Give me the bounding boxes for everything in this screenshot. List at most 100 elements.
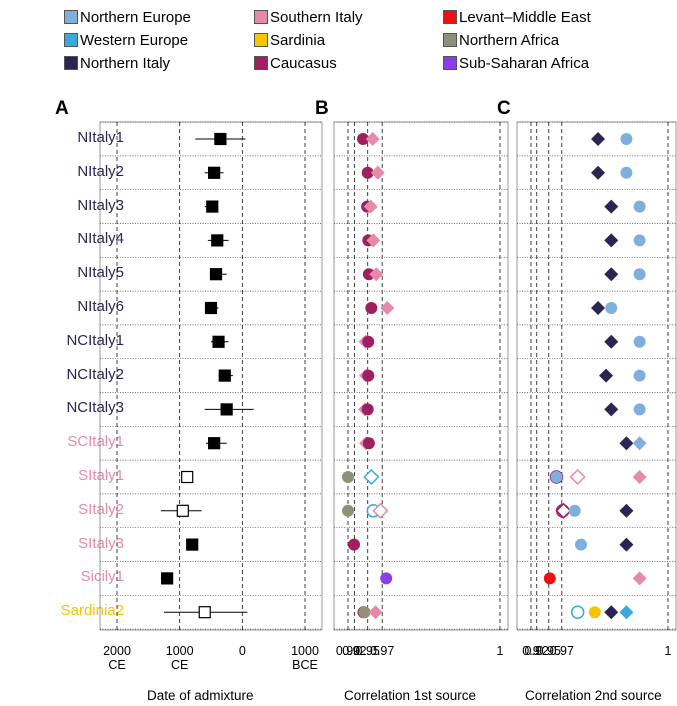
row-label: Sardinia2 xyxy=(60,602,124,620)
legend-swatch xyxy=(254,33,268,47)
correlation-point xyxy=(633,200,646,213)
correlation-point xyxy=(619,537,634,552)
x-tick-label: CE xyxy=(108,658,125,672)
correlation-point xyxy=(620,133,633,145)
x-tick-label: CE xyxy=(171,658,188,672)
correlation-point xyxy=(380,572,393,585)
row-label: NItaly3 xyxy=(77,196,124,214)
x-tick-label: 0.95 xyxy=(537,644,561,658)
correlation-point xyxy=(570,605,585,619)
correlation-point xyxy=(569,468,586,486)
correlation-point xyxy=(357,133,370,145)
x-tick-label: 1000 xyxy=(291,644,319,658)
legend-label: Northern Europe xyxy=(80,8,191,26)
correlation-point xyxy=(348,538,361,551)
row-label: NItaly5 xyxy=(77,264,124,282)
correlation-point xyxy=(380,301,395,315)
panel-frame xyxy=(516,121,677,631)
admixture-date-marker xyxy=(161,572,174,585)
correlation-point xyxy=(604,199,619,214)
panel-a-xlabel: Date of admixture xyxy=(147,688,254,703)
correlation-point xyxy=(633,369,646,382)
row-label: Sicily1 xyxy=(80,568,124,586)
legend-item: Western Europe xyxy=(64,29,188,51)
legend-label: Northern Africa xyxy=(459,31,560,49)
legend-label: Western Europe xyxy=(80,31,189,49)
correlation-point xyxy=(550,471,563,483)
admixture-date-marker xyxy=(181,470,194,484)
correlation-point xyxy=(604,402,619,417)
correlation-point xyxy=(591,301,606,315)
row-label: SItaly2 xyxy=(78,500,124,518)
row-label: SItaly3 xyxy=(78,534,124,552)
row-label: NItaly1 xyxy=(77,129,124,146)
correlation-point xyxy=(362,335,375,348)
x-tick-label: BCE xyxy=(292,658,318,672)
legend-swatch xyxy=(443,56,457,70)
correlation-point xyxy=(604,267,619,282)
x-tick-label: 0.9 xyxy=(522,644,539,658)
panel-frame xyxy=(333,121,509,631)
correlation-point xyxy=(633,335,646,348)
correlation-point xyxy=(591,165,606,180)
correlation-point xyxy=(632,436,647,451)
x-tick-label: 0.90 xyxy=(336,644,360,658)
x-tick-label: 2000 xyxy=(103,644,131,658)
legend-label: Sub-Saharan Africa xyxy=(459,54,590,72)
correlation-point xyxy=(555,502,572,519)
legend-label: Levant–Middle East xyxy=(459,8,591,26)
legend-swatch xyxy=(64,10,78,24)
row-label: NItaly2 xyxy=(77,162,124,180)
correlation-point xyxy=(632,571,647,586)
admixture-date-marker xyxy=(186,538,199,551)
legend-swatch xyxy=(64,33,78,47)
legend-swatch xyxy=(254,56,268,70)
correlation-point xyxy=(604,233,619,248)
correlation-point xyxy=(365,132,380,146)
correlation-point xyxy=(568,504,581,517)
legend-item: Southern Italy xyxy=(254,6,363,28)
correlation-point xyxy=(362,268,375,281)
legend-item: Northern Africa xyxy=(443,29,559,51)
correlation-point xyxy=(361,166,374,179)
panel-b-xlabel: Correlation 1st source xyxy=(344,688,477,703)
legend-item: Northern Italy xyxy=(64,52,170,74)
row-label: SItaly1 xyxy=(78,467,124,484)
correlation-point xyxy=(633,234,646,247)
correlation-point xyxy=(342,471,354,483)
x-tick-label: 0.97 xyxy=(370,644,394,658)
row-label: NItaly4 xyxy=(77,230,124,248)
x-tick-label: 0.92 xyxy=(342,644,366,658)
legend-swatch xyxy=(443,33,457,47)
legend-label: Southern Italy xyxy=(270,8,363,26)
correlation-point xyxy=(591,132,606,146)
row-label: SCItaly1 xyxy=(67,433,124,451)
x-tick-label: 1 xyxy=(665,644,672,658)
row-label: NItaly6 xyxy=(77,298,124,315)
legend: Northern Europe Western Europe Northern It… xyxy=(0,0,677,90)
correlation-point xyxy=(368,605,383,620)
correlation-point xyxy=(619,436,634,451)
correlation-point xyxy=(619,503,634,518)
legend-swatch xyxy=(443,10,457,24)
row-label: NCItaly3 xyxy=(66,399,124,417)
correlation-point xyxy=(363,468,380,486)
legend-label: Northern Italy xyxy=(80,54,171,72)
row-label: NCItaly2 xyxy=(66,365,124,383)
admixture-date-marker xyxy=(176,504,189,517)
correlation-point xyxy=(632,470,647,484)
x-tick-label: 0.92 xyxy=(525,644,549,658)
admixture-date-marker xyxy=(212,335,225,348)
x-tick-label: 1 xyxy=(497,644,504,658)
legend-item: Caucasus xyxy=(254,52,337,74)
admixture-date-marker xyxy=(211,234,224,247)
panel-c-letter: C xyxy=(497,98,511,119)
correlation-point xyxy=(620,166,633,179)
x-tick-label: 0 xyxy=(239,644,246,658)
x-tick-label: 1000 xyxy=(166,644,194,658)
admixture-date-marker xyxy=(220,403,233,416)
correlation-point xyxy=(633,268,646,281)
admixture-date-marker xyxy=(209,268,223,281)
panel-frame xyxy=(99,121,323,631)
correlation-point xyxy=(342,504,354,517)
